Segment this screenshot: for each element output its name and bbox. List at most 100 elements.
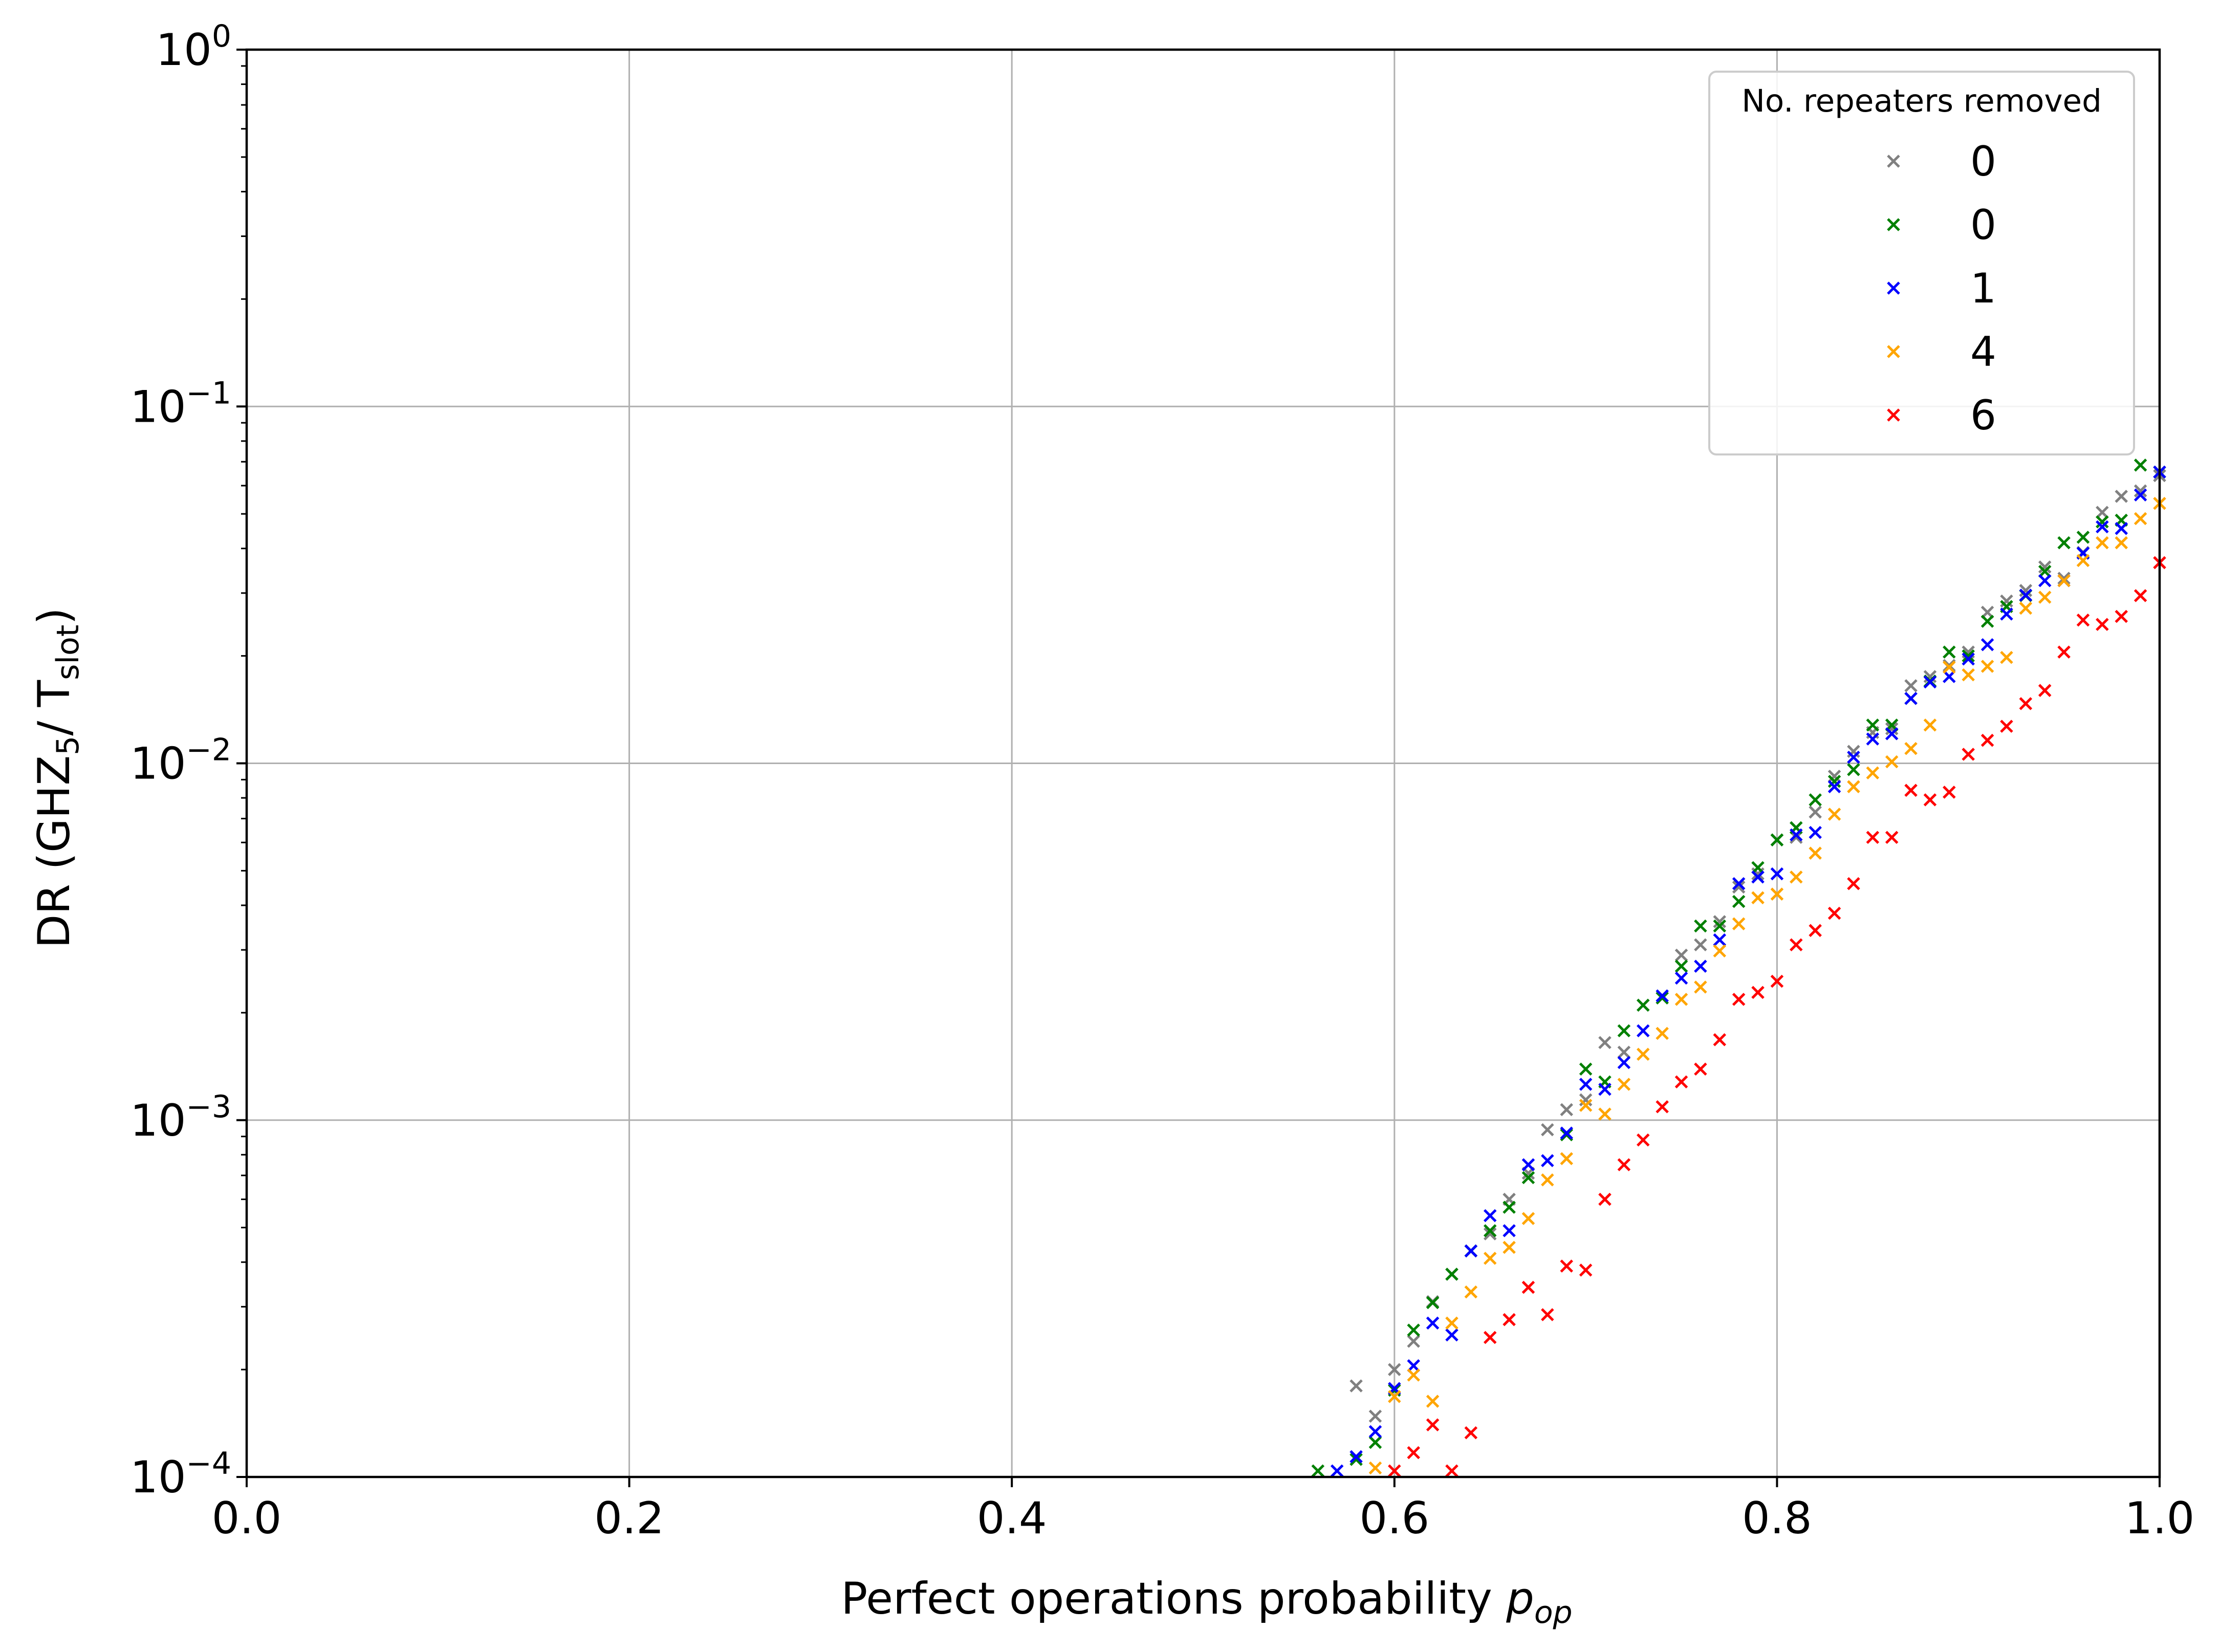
data-point [2115,610,2128,623]
data-point [2096,515,2109,529]
data-point [1560,1103,1573,1117]
data-point [1541,1123,1554,1137]
data-point [1656,991,1669,1005]
data-point [1579,1099,1593,1112]
x-tick-label: 0.0 [212,1493,282,1544]
data-point [1847,877,1860,890]
data-point [1713,944,1727,958]
data-point [1617,1024,1631,1037]
data-point [1694,938,1707,951]
data-point [2000,720,2013,733]
data-point [1560,1152,1573,1165]
data-point [2096,536,2109,550]
data-point [1770,974,1784,988]
data-point [1541,1154,1554,1167]
data-point [1674,992,1688,1006]
data-point [1962,652,1975,666]
data-point [1866,718,1880,732]
data-point [1483,1251,1497,1265]
data-point [1426,1316,1440,1330]
data-point [1560,1259,1573,1273]
data-point [2038,560,2052,574]
data-point [1656,1027,1669,1040]
data-point [1617,1078,1631,1091]
data-point [1445,1464,1459,1477]
data-point [1923,670,1937,683]
data-point [2134,589,2147,602]
data-point [1713,919,1727,933]
data-point [1790,828,1803,842]
data-point [1694,980,1707,994]
data-point [1407,1323,1420,1337]
data-point [1732,880,1746,894]
data-point [1617,1056,1631,1070]
legend-marker [1887,345,1900,358]
x-axis-label-text: Perfect operations probability [841,1573,1506,1624]
data-point [2000,607,2013,621]
data-point [1407,1446,1420,1460]
data-point [1503,1313,1516,1327]
data-point [2057,645,2071,659]
data-point [1503,1241,1516,1254]
data-point [2115,536,2128,550]
y-tick-label: 10−2 [130,732,231,790]
data-point [1521,1171,1535,1184]
data-point [1560,1126,1573,1140]
data-point [1579,1093,1593,1106]
data-point [1368,1436,1382,1449]
data-point [1483,1331,1497,1344]
data-point [1541,1173,1554,1187]
data-point [1483,1227,1497,1241]
legend-marker [1887,218,1900,231]
data-point [1521,1280,1535,1294]
data-point [1980,615,1994,628]
data-point [1827,769,1841,783]
data-point [2096,520,2109,534]
data-point [1656,1100,1669,1114]
data-point [1426,1395,1440,1408]
data-point [1827,775,1841,788]
legend-marker [1887,281,1900,295]
data-point [1674,1075,1688,1089]
series-4 [1388,556,2166,1477]
data-point [1579,1078,1593,1091]
data-point [2096,618,2109,631]
y-axis-label-sub2: slot [50,625,86,680]
x-tick-label: 1.0 [2125,1493,2195,1544]
data-point [1885,755,1899,769]
data-point [1521,1212,1535,1225]
data-point [1885,722,1899,735]
data-point [1598,1082,1612,1096]
data-point [1943,645,1956,659]
data-point [1923,793,1937,807]
data-point [1751,986,1765,999]
y-tick-label: 10−4 [130,1446,231,1503]
data-point [1407,1359,1420,1373]
data-point [1445,1268,1459,1281]
data-point [1617,1158,1631,1171]
data-point [1751,891,1765,904]
data-point [1904,679,1918,692]
data-point [1790,870,1803,884]
data-point [1350,1452,1363,1466]
y-tick-label: 100 [156,18,231,76]
y-axis-label-part2: / T [29,680,80,735]
data-point [1885,727,1899,741]
data-point [1445,1316,1459,1330]
x-tick-label: 0.6 [1359,1493,1429,1544]
data-point [2134,459,2147,472]
data-point [2019,584,2033,597]
data-point [1464,1426,1478,1440]
legend-label: 6 [1970,392,1996,439]
data-point [1636,1024,1650,1037]
data-point [1694,960,1707,973]
data-point [1732,992,1746,1006]
data-point [1809,806,1822,819]
x-axis-label-var-sub: op [1534,1595,1573,1631]
data-point [1674,948,1688,962]
data-point [1713,1033,1727,1047]
data-point [1980,733,1994,747]
legend-label: 0 [1970,138,1996,185]
data-point [1962,668,1975,682]
data-point [1713,933,1727,947]
